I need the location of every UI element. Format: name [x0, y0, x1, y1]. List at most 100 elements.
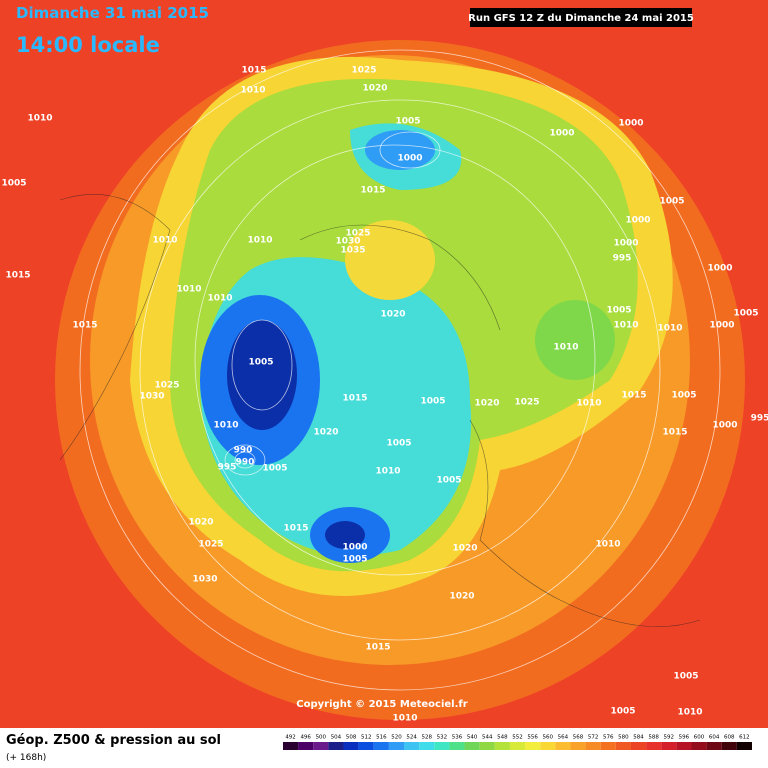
legend-label: 608	[724, 735, 735, 741]
legend-label: 500	[316, 735, 327, 741]
isobar-label: 1005	[395, 117, 420, 127]
isobar-label: 1020	[474, 399, 499, 409]
isobar-label: 1000	[618, 119, 643, 129]
legend-swatch	[343, 742, 359, 750]
legend-label: 552	[512, 735, 523, 741]
legend-label: 588	[648, 735, 659, 741]
isobar-label: 1010	[207, 294, 232, 304]
legend-swatch	[525, 742, 541, 750]
legend-swatch	[449, 742, 465, 750]
legend-label: 580	[618, 735, 629, 741]
isobar-label: 1010	[677, 708, 702, 718]
isobar-label: 1015	[72, 321, 97, 331]
legend-label: 572	[588, 735, 599, 741]
isobar-label: 995	[218, 463, 237, 473]
isobar-label: 1030	[192, 575, 217, 585]
legend-label: 532	[437, 735, 448, 741]
isobar-label: 1005	[610, 707, 635, 717]
isobar-label: 1010	[375, 467, 400, 477]
isobar-label: 1005	[606, 306, 631, 316]
legend-swatch	[570, 742, 586, 750]
isobar-label: 1010	[213, 421, 238, 431]
legend-label: 512	[361, 735, 372, 741]
legend-label: 544	[482, 735, 493, 741]
legend-label: 584	[633, 735, 644, 741]
product-label: Géop. Z500 & pression au sol	[6, 733, 221, 748]
run-info: Run GFS 12 Z du Dimanche 24 mai 2015	[468, 13, 694, 24]
legend-label: 524	[406, 735, 417, 741]
isobar-label: 1025	[514, 398, 539, 408]
isobar-label: 1000	[625, 216, 650, 226]
isobar-label: 990	[234, 446, 253, 456]
isobar-label: 1025	[351, 66, 376, 76]
legend-swatch	[419, 742, 435, 750]
legend-swatch	[706, 742, 722, 750]
isobar-label: 1005	[733, 309, 758, 319]
subtitle: 14:00 locale	[16, 33, 160, 57]
isobar-label: 1005	[659, 197, 684, 207]
legend-swatch	[736, 742, 752, 750]
title: Dimanche 31 mai 2015	[16, 4, 209, 22]
isobar-label: 1000	[342, 543, 367, 553]
isobar-label: 1010	[553, 343, 578, 353]
legend-label: 508	[346, 735, 357, 741]
isobar-label: 1015	[621, 391, 646, 401]
legend-label: 504	[331, 735, 342, 741]
isobar-label: 1020	[380, 310, 405, 320]
legend-swatch	[328, 742, 344, 750]
isobar-label: 1005	[673, 672, 698, 682]
legend-swatch	[585, 742, 601, 750]
isobar-label: 1015	[365, 643, 390, 653]
legend-swatch	[540, 742, 556, 750]
legend-label: 496	[300, 735, 311, 741]
legend-label: 540	[467, 735, 478, 741]
legend-swatch	[298, 742, 314, 750]
legend-label: 528	[421, 735, 432, 741]
isobar-label: 1030	[139, 392, 164, 402]
legend-swatch	[479, 742, 495, 750]
legend-label: 604	[709, 735, 720, 741]
legend-label: 568	[573, 735, 584, 741]
legend-swatch	[494, 742, 510, 750]
isobar-label: 1000	[397, 154, 422, 164]
isobar-label: 1010	[27, 114, 52, 124]
isobar-label: 1010	[613, 321, 638, 331]
legend-swatch	[691, 742, 707, 750]
isobar-label: 1015	[360, 186, 385, 196]
isobar-label: 1005	[386, 439, 411, 449]
isobar-label: 1010	[595, 540, 620, 550]
isobar-label: 1000	[707, 264, 732, 274]
legend-label: 592	[664, 735, 675, 741]
legend-label: 596	[679, 735, 690, 741]
isobar-label: 1005	[436, 476, 461, 486]
isobar-label: 1025	[345, 229, 370, 239]
legend-label: 560	[543, 735, 554, 741]
legend-label: 548	[497, 735, 508, 741]
legend-swatch	[434, 742, 450, 750]
isobar-label: 1010	[176, 285, 201, 295]
isobar-label: 1025	[154, 381, 179, 391]
isobar-label: 1000	[712, 421, 737, 431]
isobar-label: 1015	[283, 524, 308, 534]
legend-swatch	[509, 742, 526, 750]
legend-label: 556	[527, 735, 538, 741]
isobar-label: 1010	[576, 399, 601, 409]
legend-swatch	[615, 742, 631, 750]
legend-swatch	[646, 742, 662, 750]
isobar-label: 1020	[449, 592, 474, 602]
isobar-label: 1005	[420, 397, 445, 407]
isobar-label: 1005	[342, 555, 367, 565]
isobar-label: 1035	[340, 246, 365, 256]
isobar-label: 1020	[313, 428, 338, 438]
isobar-label: 1010	[152, 236, 177, 246]
isobar-label: 1000	[549, 129, 574, 139]
isobar-label: 1025	[198, 540, 223, 550]
isobar-label: 1020	[188, 518, 213, 528]
legend-label: 492	[285, 735, 296, 741]
legend-label: 576	[603, 735, 614, 741]
isobar-label: 1010	[392, 714, 417, 724]
isobar-label: 1000	[613, 239, 638, 249]
isobar-label: 1010	[240, 86, 265, 96]
isobar-label: 1010	[657, 324, 682, 334]
